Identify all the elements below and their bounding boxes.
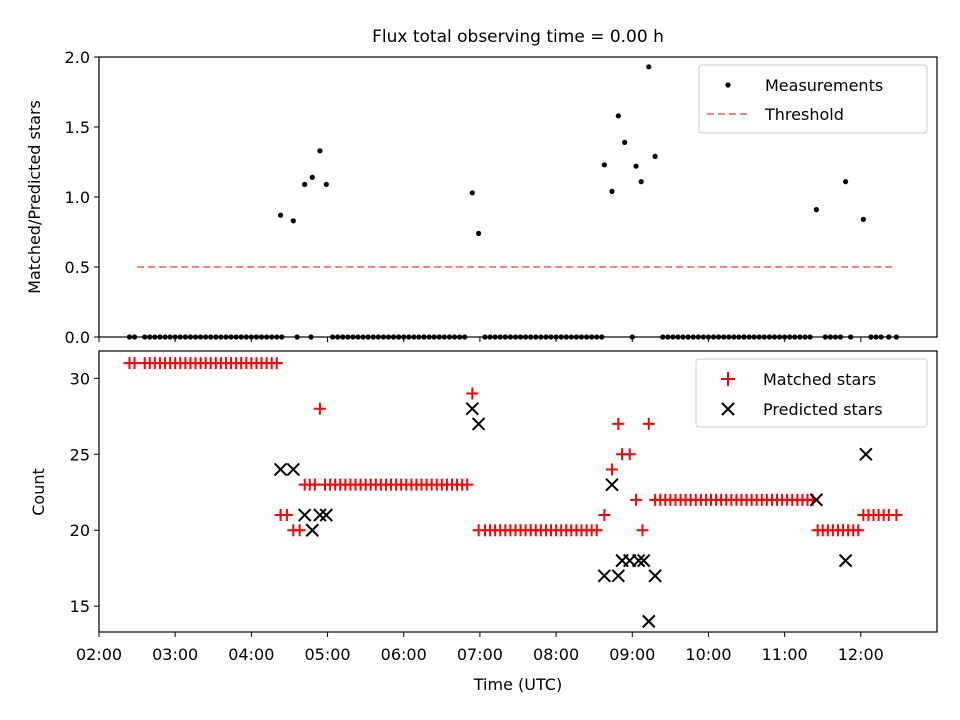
measurement-point bbox=[609, 188, 615, 194]
predicted-star-point bbox=[648, 569, 662, 583]
measurement-point bbox=[633, 163, 639, 169]
measurement-point bbox=[646, 64, 652, 70]
predicted-star-point bbox=[319, 508, 333, 522]
legend-measurements-label: Measurements bbox=[765, 76, 883, 95]
measurement-point bbox=[813, 207, 819, 213]
legend-threshold-label: Threshold bbox=[764, 105, 844, 124]
legend-predicted-label: Predicted stars bbox=[763, 400, 883, 419]
matched-star-point bbox=[461, 478, 474, 491]
measurement-point bbox=[615, 113, 621, 119]
measurement-point bbox=[652, 153, 658, 159]
measurement-point bbox=[277, 212, 284, 218]
y-tick-label: 0.0 bbox=[65, 328, 90, 347]
x-tick-label: 04:00 bbox=[228, 645, 274, 664]
legend-predicted-marker bbox=[721, 402, 735, 416]
y-tick-label: 0.5 bbox=[65, 258, 90, 277]
x-tick-label: 11:00 bbox=[762, 645, 808, 664]
x-tick-label: 03:00 bbox=[152, 645, 198, 664]
y-tick-label: 1.5 bbox=[65, 118, 90, 137]
y-tick-label: 15 bbox=[70, 597, 90, 616]
measurement-point bbox=[476, 230, 482, 236]
matched-star-point bbox=[270, 357, 283, 370]
top-legend: Measurements Threshold bbox=[698, 64, 928, 134]
measurement-point bbox=[601, 162, 607, 168]
predicted-star-point bbox=[597, 569, 612, 583]
x-tick-label: 05:00 bbox=[304, 645, 350, 664]
x-tick-label: 07:00 bbox=[457, 645, 503, 664]
matched-star-point bbox=[612, 417, 625, 430]
predicted-star-point bbox=[611, 569, 626, 583]
matched-star-point bbox=[598, 509, 611, 522]
predicted-star-point bbox=[286, 462, 300, 477]
bottom-y-axis-label: Count bbox=[29, 468, 48, 516]
bottom-plot-frame bbox=[98, 350, 938, 633]
measurement-point bbox=[842, 179, 849, 185]
measurement-point bbox=[622, 139, 628, 145]
measurement-point bbox=[317, 148, 323, 154]
measurement-point bbox=[302, 181, 308, 187]
predicted-star-point bbox=[809, 493, 824, 507]
y-tick-label: 25 bbox=[70, 445, 90, 464]
y-tick-label: 2.0 bbox=[65, 48, 90, 67]
x-tick-label: 10:00 bbox=[685, 645, 731, 664]
matched-star-point bbox=[590, 524, 603, 537]
top-legend-box bbox=[698, 64, 928, 134]
predicted-star-point bbox=[313, 508, 327, 522]
predicted-star-point bbox=[636, 553, 651, 568]
bottom-plot-marks bbox=[123, 357, 903, 629]
bottom-plot-y-ticks: 15 20 25 30 bbox=[70, 369, 99, 616]
bottom-plot-x-ticks: 02:00 03:00 04:00 05:00 06:00 07:00 08:00 09:00… bbox=[76, 632, 884, 664]
matched-star-point bbox=[636, 524, 649, 537]
bottom-legend: Matched stars Predicted stars bbox=[695, 358, 928, 428]
legend-measurements-marker bbox=[725, 82, 731, 88]
top-plot: 0.00.51.01.52.0 Matched/Predicted stars … bbox=[25, 48, 938, 347]
top-plot-y-ticks: 0.0 0.5 1.0 1.5 2.0 bbox=[65, 48, 99, 347]
measurement-point bbox=[860, 216, 866, 222]
x-tick-label: 09:00 bbox=[609, 645, 655, 664]
matched-star-point bbox=[642, 417, 655, 430]
top-plot-x-ticks bbox=[98, 337, 862, 342]
matched-star-point bbox=[128, 357, 141, 370]
predicted-star-point bbox=[471, 417, 486, 431]
x-tick-label: 02:00 bbox=[76, 645, 122, 664]
predicted-star-point bbox=[838, 553, 853, 568]
measurement-point bbox=[323, 181, 329, 187]
measurement-point bbox=[309, 174, 315, 180]
matched-star-point bbox=[630, 493, 643, 506]
predicted-star-point bbox=[297, 508, 312, 522]
top-y-axis-label: Matched/Predicted stars bbox=[25, 100, 44, 294]
predicted-star-point bbox=[631, 553, 646, 568]
y-tick-label: 30 bbox=[70, 369, 90, 388]
bottom-legend-box bbox=[695, 358, 928, 428]
matched-star-point bbox=[605, 463, 618, 476]
predicted-star-point bbox=[305, 523, 320, 537]
predicted-star-point bbox=[605, 477, 619, 492]
matched-star-point bbox=[308, 478, 321, 491]
measurement-point bbox=[469, 190, 475, 196]
matched-star-point bbox=[890, 509, 903, 522]
y-tick-label: 1.0 bbox=[65, 188, 90, 207]
predicted-star-point bbox=[465, 402, 479, 416]
matched-star-point bbox=[280, 509, 293, 522]
matched-star-point bbox=[313, 402, 326, 415]
matched-star-point bbox=[852, 524, 865, 537]
matched-star-point bbox=[466, 387, 479, 400]
x-axis-label: Time (UTC) bbox=[473, 675, 562, 694]
predicted-star-point bbox=[859, 447, 873, 461]
legend-matched-marker bbox=[721, 372, 735, 386]
x-tick-label: 06:00 bbox=[381, 645, 427, 664]
measurement-point bbox=[638, 179, 644, 185]
matched-star-point bbox=[293, 524, 306, 537]
predicted-star-point bbox=[273, 462, 288, 477]
legend-matched-label: Matched stars bbox=[763, 370, 876, 389]
predicted-star-point bbox=[642, 614, 656, 629]
x-tick-label: 12:00 bbox=[838, 645, 884, 664]
y-tick-label: 20 bbox=[70, 521, 90, 540]
matched-star-point bbox=[623, 448, 636, 461]
chart-title: Flux total observing time = 0.00 h bbox=[372, 27, 664, 47]
measurement-point bbox=[290, 218, 296, 224]
x-tick-label: 08:00 bbox=[533, 645, 579, 664]
